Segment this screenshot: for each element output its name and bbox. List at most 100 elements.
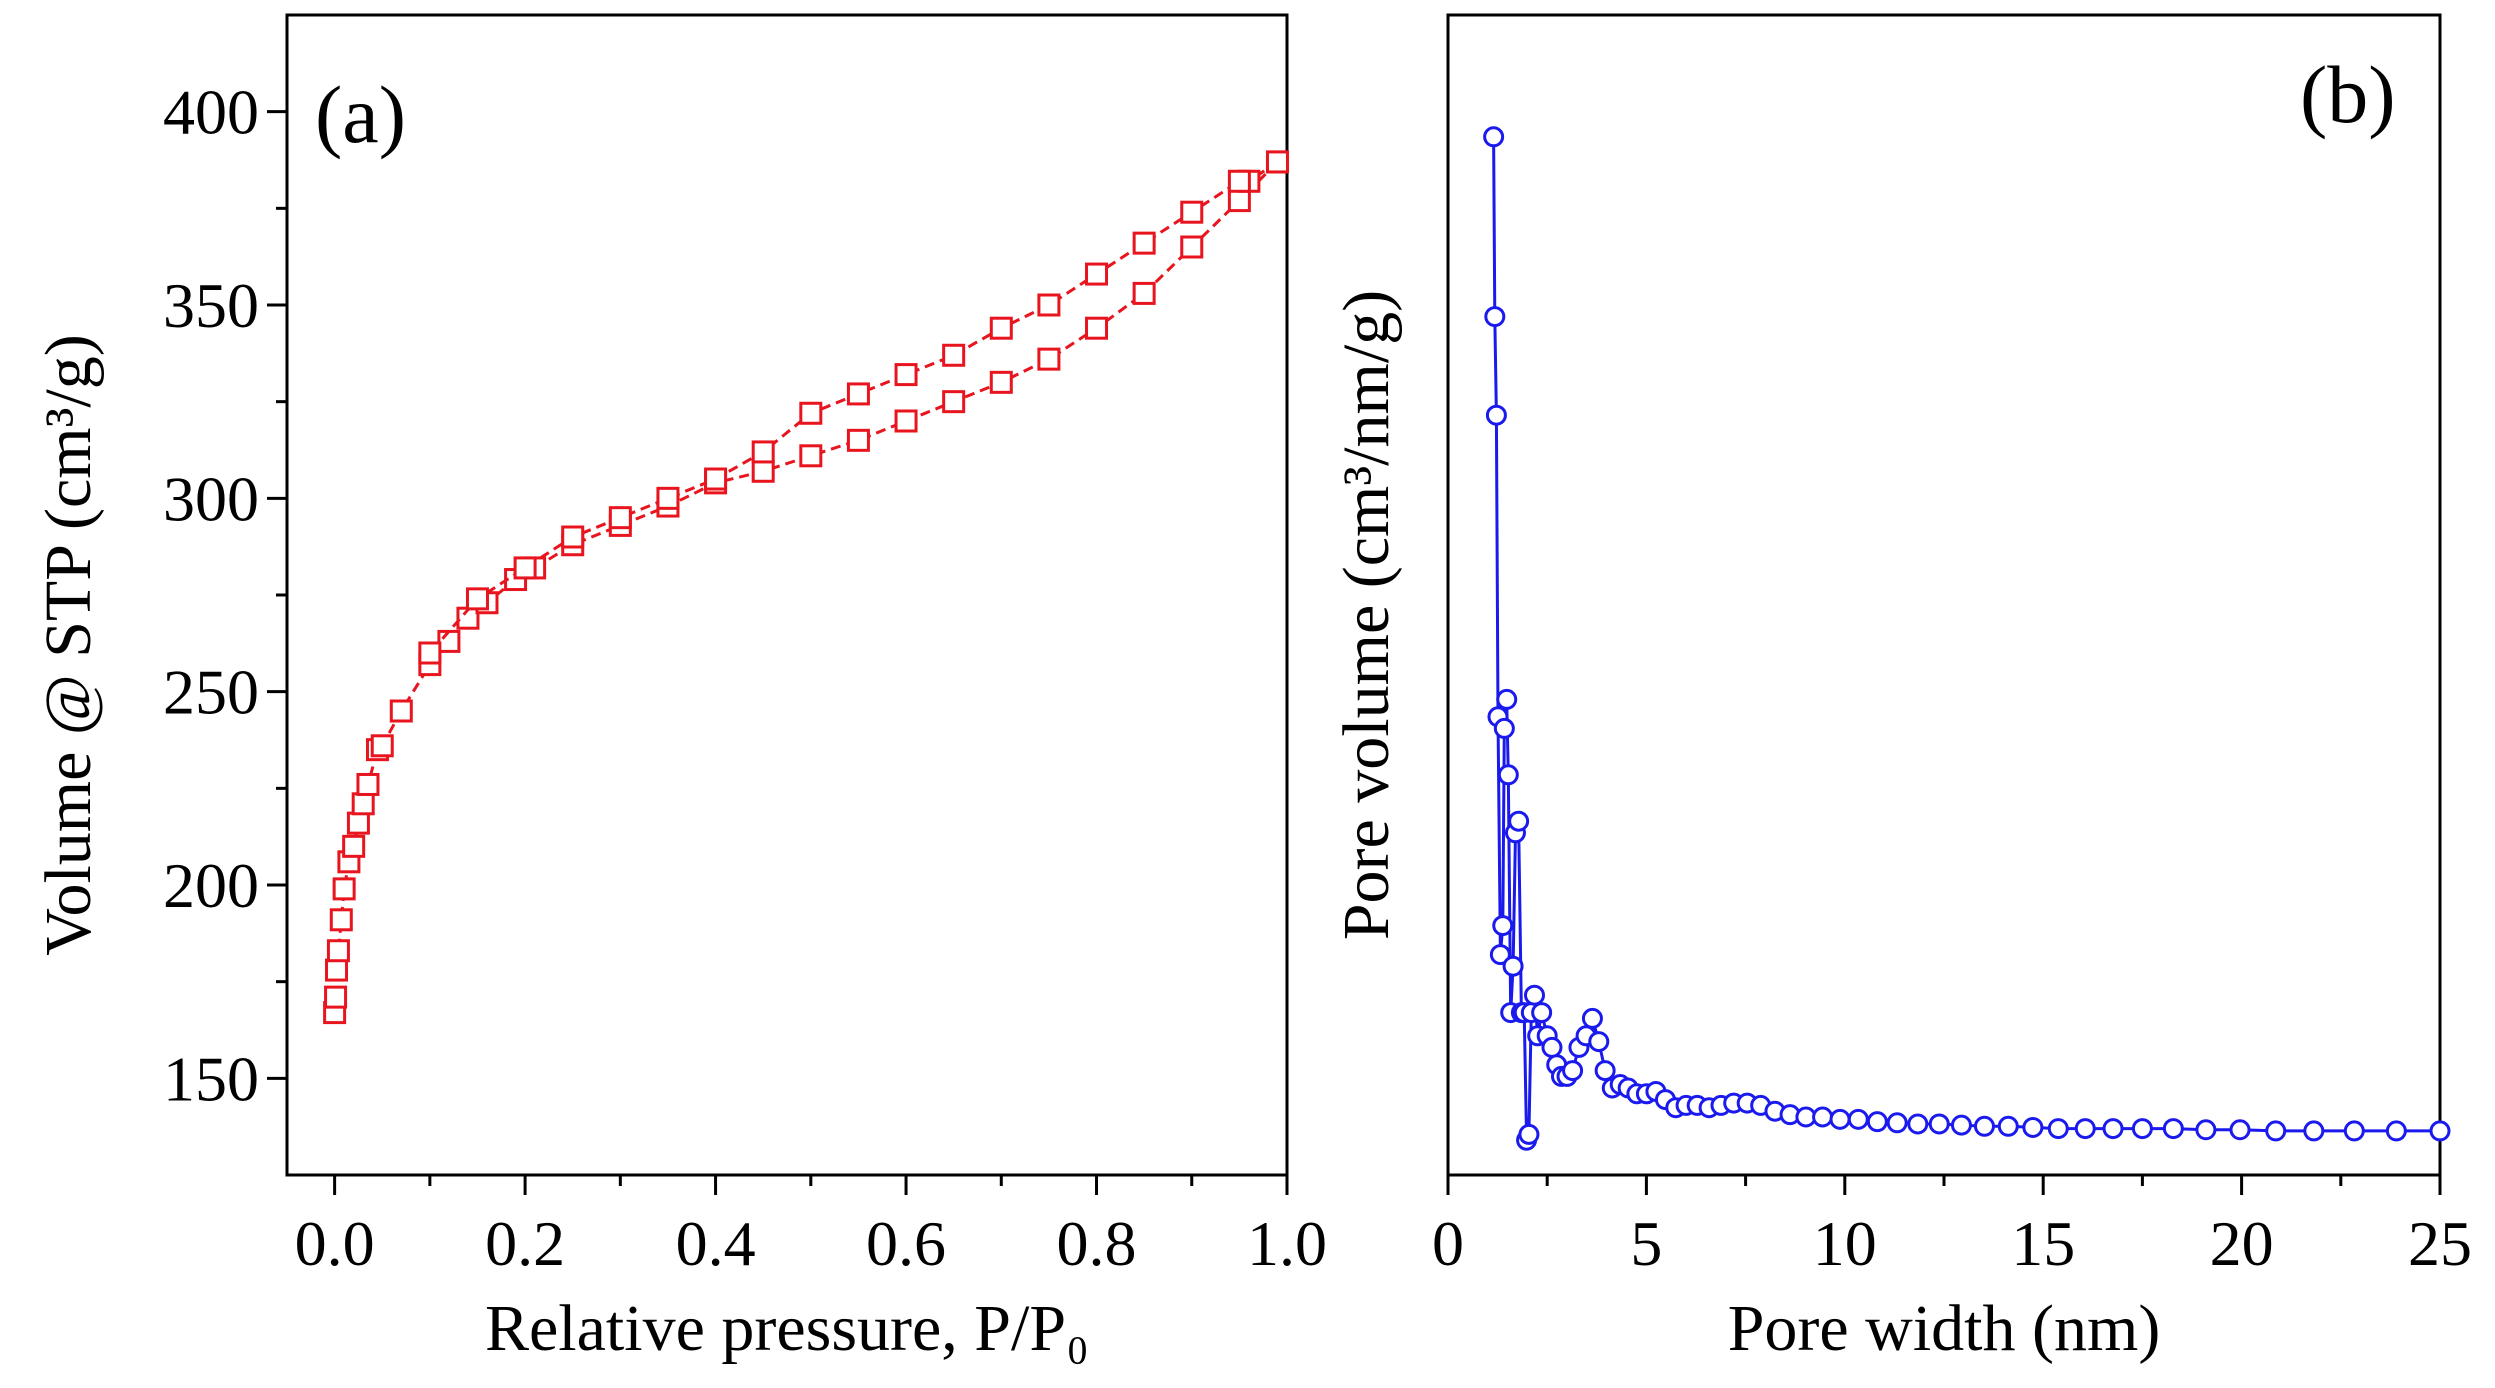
ticks-layer-a: 0.0 0.2 0.4 0.6 0.8 1.0 150 200 250 300 350 400 bbox=[163, 77, 1327, 1279]
data-point-b-0-62 bbox=[2074, 1118, 2096, 1140]
data-point-a-1-4 bbox=[1132, 231, 1156, 255]
data-point-b-0-30 bbox=[1588, 1031, 1610, 1053]
data-point-b-0-31 bbox=[1594, 1060, 1616, 1082]
data-point-a-0-28 bbox=[942, 390, 966, 414]
data-point-b-0-18 bbox=[1524, 984, 1546, 1006]
data-point-a-0-33 bbox=[1180, 235, 1204, 259]
data-point-a-0-15 bbox=[437, 629, 461, 653]
data-point-a-1-5 bbox=[1085, 262, 1109, 286]
data-point-b-0-1 bbox=[1484, 306, 1506, 328]
data-point-a-1-8 bbox=[942, 343, 966, 367]
data-point-b-0-52 bbox=[1847, 1108, 1869, 1130]
data-point-a-0-9 bbox=[351, 792, 375, 816]
data-point-b-0-4 bbox=[1489, 944, 1511, 966]
data-point-a-1-6 bbox=[1037, 293, 1061, 317]
x-tick-label-b-3: 15 bbox=[2011, 1208, 2075, 1279]
data-point-b-0-72 bbox=[2429, 1120, 2451, 1142]
data-point-b-0-51 bbox=[1829, 1108, 1851, 1130]
data-point-b-0-71 bbox=[2385, 1120, 2407, 1142]
data-point-a-1-7 bbox=[989, 316, 1013, 340]
data-point-b-0-64 bbox=[2131, 1118, 2153, 1140]
data-point-a-0-1 bbox=[324, 985, 348, 1009]
x-tick-label-a-2: 0.4 bbox=[676, 1208, 756, 1279]
x-tick-label-a-1: 0.2 bbox=[485, 1208, 565, 1279]
panel-b: 0 5 10 15 20 25 (b) Pore width (nm) Pore volu… bbox=[1330, 13, 2472, 1365]
ticks-layer-b: 0 5 10 15 20 25 bbox=[1432, 1175, 2472, 1279]
data-point-b-0-22 bbox=[1541, 1036, 1563, 1058]
data-point-a-1-13 bbox=[704, 467, 728, 491]
y-axis-title-a: Volume @ STP (cm³/g) bbox=[32, 334, 105, 955]
data-point-b-0-53 bbox=[1866, 1111, 1888, 1133]
data-point-a-0-4 bbox=[329, 908, 353, 932]
data-point-b-0-8 bbox=[1497, 764, 1519, 786]
data-point-b-0-70 bbox=[2343, 1120, 2365, 1142]
x-tick-label-a-3: 0.6 bbox=[866, 1208, 946, 1279]
data-point-a-1-12 bbox=[751, 440, 775, 464]
x-tick-label-a-4: 0.8 bbox=[1057, 1208, 1137, 1279]
data-point-a-0-12 bbox=[370, 734, 394, 758]
data-point-b-0-55 bbox=[1907, 1113, 1929, 1135]
data-point-a-0-8 bbox=[346, 811, 370, 835]
panel-label-a: (a) bbox=[315, 69, 406, 160]
data-point-a-0-7 bbox=[342, 834, 366, 858]
data-point-a-1-14 bbox=[656, 486, 680, 510]
y-tick-label-a-2: 250 bbox=[163, 657, 259, 728]
data-point-b-0-69 bbox=[2303, 1120, 2325, 1142]
data-point-a-0-13 bbox=[389, 699, 413, 723]
data-point-a-0-32 bbox=[1132, 281, 1156, 305]
x-tick-label-b-0: 0 bbox=[1432, 1208, 1464, 1279]
x-tick-label-b-2: 10 bbox=[1813, 1208, 1877, 1279]
data-point-b-0-2 bbox=[1485, 404, 1507, 426]
x-tick-label-b-5: 25 bbox=[2408, 1208, 2472, 1279]
series-line-b-0 bbox=[1492, 136, 2440, 1141]
data-point-b-0-0 bbox=[1483, 126, 1505, 148]
data-point-a-1-19 bbox=[418, 641, 442, 665]
x-axis-title-b: Pore width (nm) bbox=[1728, 1292, 2161, 1365]
data-point-a-1-16 bbox=[561, 525, 585, 549]
panel-a: 0.0 0.2 0.4 0.6 0.8 1.0 150 200 250 300 350 400 (a)… bbox=[32, 13, 1327, 1365]
data-point-b-0-67 bbox=[2229, 1119, 2251, 1141]
data-point-a-1-15 bbox=[608, 506, 632, 530]
data-point-a-1-2 bbox=[1227, 169, 1251, 193]
y-tick-label-a-5: 400 bbox=[163, 77, 259, 148]
series-line-a-1 bbox=[428, 160, 1279, 654]
x-tick-label-a-5: 1.0 bbox=[1247, 1208, 1327, 1279]
plot-frame-a bbox=[285, 13, 1289, 1177]
y-tick-label-a-0: 150 bbox=[163, 1043, 259, 1114]
data-point-a-0-31 bbox=[1085, 316, 1109, 340]
data-point-b-0-26 bbox=[1562, 1060, 1584, 1082]
data-point-b-0-20 bbox=[1531, 1002, 1553, 1024]
data-point-a-1-3 bbox=[1180, 200, 1204, 224]
data-point-a-0-25 bbox=[799, 444, 823, 468]
series-layer-b bbox=[1483, 126, 2451, 1151]
data-point-a-0-30 bbox=[1037, 347, 1061, 371]
data-point-b-0-5 bbox=[1492, 915, 1514, 937]
data-point-a-0-10 bbox=[356, 772, 380, 796]
series-layer-a bbox=[323, 150, 1289, 1025]
data-point-a-0-2 bbox=[325, 958, 349, 982]
data-point-b-0-56 bbox=[1928, 1113, 1950, 1135]
data-point-b-0-61 bbox=[2047, 1118, 2069, 1140]
x-tick-label-b-1: 5 bbox=[1630, 1208, 1662, 1279]
data-point-a-1-17 bbox=[513, 556, 537, 580]
data-point-b-0-7 bbox=[1496, 688, 1518, 710]
data-point-b-0-29 bbox=[1581, 1007, 1603, 1029]
data-point-b-0-57 bbox=[1950, 1114, 1972, 1136]
y-tick-label-a-3: 300 bbox=[163, 463, 259, 534]
data-point-a-1-18 bbox=[465, 587, 489, 611]
x-tick-label-b-4: 20 bbox=[2210, 1208, 2274, 1279]
data-point-a-1-10 bbox=[846, 382, 870, 406]
x-axis-title-a: Relative pressure, P/P₀ bbox=[485, 1292, 1089, 1365]
panel-label-b: (b) bbox=[2300, 49, 2396, 140]
data-point-b-0-12 bbox=[1508, 810, 1530, 832]
data-point-b-0-50 bbox=[1812, 1106, 1834, 1128]
data-point-a-0-34 bbox=[1227, 189, 1251, 213]
data-point-b-0-63 bbox=[2102, 1118, 2124, 1140]
plot-frame-b bbox=[1446, 13, 2442, 1177]
data-point-b-0-59 bbox=[1997, 1115, 2019, 1137]
data-point-b-0-10 bbox=[1502, 955, 1524, 977]
y-tick-label-a-4: 350 bbox=[163, 270, 259, 341]
data-point-a-0-29 bbox=[989, 370, 1013, 394]
data-point-b-0-65 bbox=[2162, 1118, 2184, 1140]
